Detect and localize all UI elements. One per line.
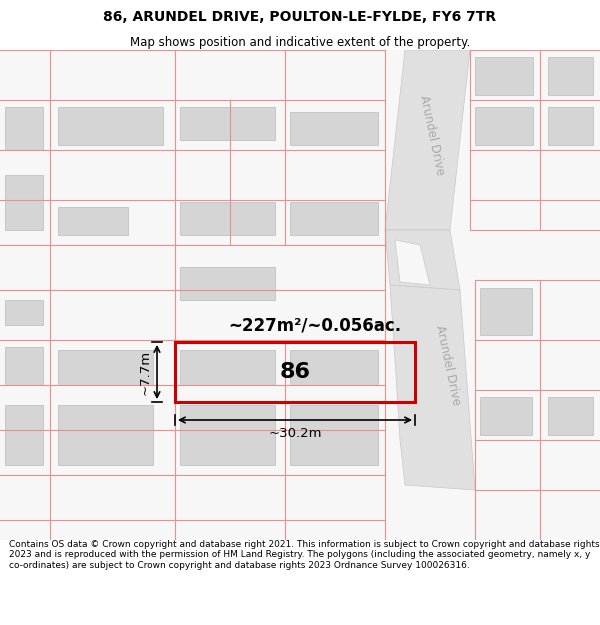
Text: Map shows position and indicative extent of the property.: Map shows position and indicative extent…: [130, 36, 470, 49]
Text: 86, ARUNDEL DRIVE, POULTON-LE-FYLDE, FY6 7TR: 86, ARUNDEL DRIVE, POULTON-LE-FYLDE, FY6…: [103, 10, 497, 24]
Text: ~227m²/~0.056ac.: ~227m²/~0.056ac.: [229, 316, 401, 334]
Text: 86: 86: [280, 362, 311, 382]
Bar: [180, 405, 275, 465]
Text: Contains OS data © Crown copyright and database right 2021. This information is : Contains OS data © Crown copyright and d…: [9, 540, 599, 570]
Bar: [5, 300, 43, 325]
Bar: [475, 107, 533, 145]
Bar: [548, 397, 593, 435]
Bar: [548, 107, 593, 145]
Bar: [58, 107, 163, 145]
Polygon shape: [395, 240, 430, 285]
Bar: [180, 202, 275, 235]
Bar: [180, 267, 275, 300]
Bar: [290, 350, 378, 385]
Bar: [5, 405, 43, 465]
Bar: [5, 175, 43, 230]
Bar: [480, 288, 532, 335]
Bar: [58, 207, 128, 235]
Text: ~7.7m: ~7.7m: [139, 349, 152, 394]
Bar: [290, 202, 378, 235]
Polygon shape: [385, 50, 470, 230]
Text: Arundel Drive: Arundel Drive: [433, 324, 463, 406]
Bar: [548, 57, 593, 95]
Bar: [175, 342, 415, 402]
Bar: [5, 347, 43, 385]
Bar: [180, 350, 275, 385]
Bar: [475, 57, 533, 95]
Polygon shape: [390, 285, 475, 490]
Bar: [480, 397, 532, 435]
Bar: [58, 350, 153, 385]
Bar: [290, 112, 378, 145]
Bar: [180, 107, 275, 140]
Polygon shape: [385, 230, 460, 290]
Bar: [58, 405, 153, 465]
Bar: [290, 405, 378, 465]
Text: ~30.2m: ~30.2m: [268, 427, 322, 440]
Text: Arundel Drive: Arundel Drive: [417, 94, 447, 176]
Bar: [5, 107, 43, 150]
